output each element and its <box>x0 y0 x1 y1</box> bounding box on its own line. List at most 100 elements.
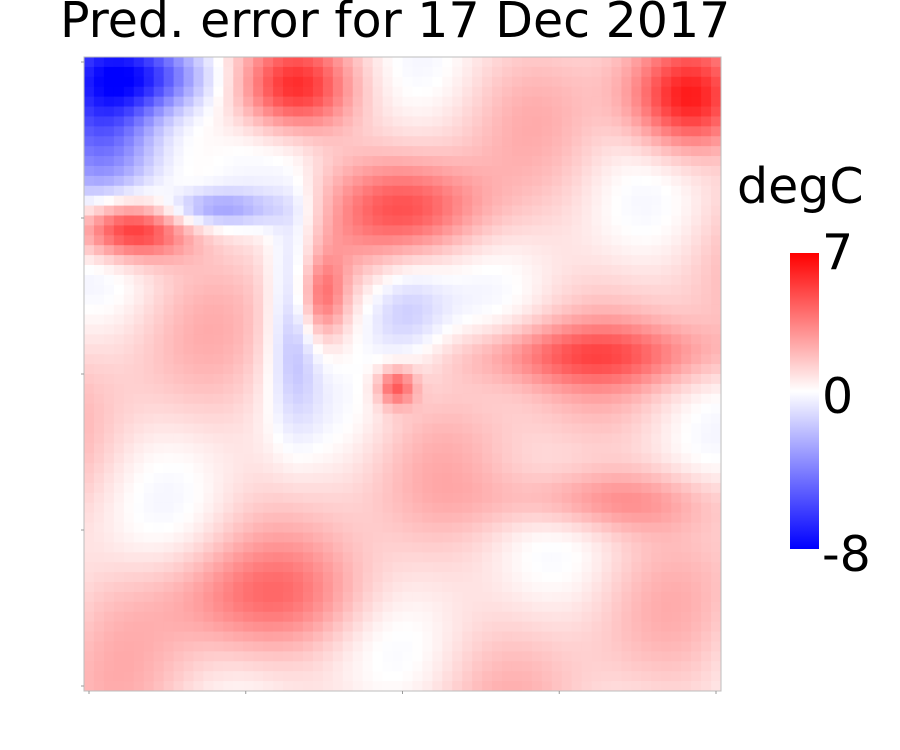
heatmap-cell <box>84 165 95 177</box>
heatmap-cell <box>273 542 284 553</box>
heatmap-cell <box>671 146 682 157</box>
heatmap-cell <box>193 453 204 464</box>
heatmap-cell <box>332 106 344 117</box>
heatmap-cell <box>123 473 135 484</box>
heatmap-cell <box>352 433 364 444</box>
heatmap-cell <box>113 195 125 207</box>
heatmap-cell <box>133 473 145 484</box>
heatmap-cell <box>701 314 712 325</box>
heatmap-cell <box>541 552 553 563</box>
heatmap-cell <box>362 473 374 484</box>
heatmap-cell <box>223 413 234 425</box>
heatmap-cell <box>173 215 185 226</box>
heatmap-cell <box>243 681 254 692</box>
heatmap-cell <box>671 443 682 454</box>
heatmap-cell <box>691 393 702 405</box>
heatmap-cell <box>631 76 642 88</box>
heatmap-cell <box>661 433 672 444</box>
heatmap-cell <box>611 631 622 642</box>
heatmap-cell <box>84 156 95 167</box>
heatmap-cell <box>293 116 304 127</box>
heatmap-cell <box>711 611 722 623</box>
heatmap-cell <box>213 383 224 395</box>
heatmap-cell <box>392 473 403 484</box>
heatmap-cell <box>123 126 135 137</box>
heatmap-cell <box>153 621 165 633</box>
heatmap-cell <box>452 562 463 573</box>
heatmap-cell <box>163 542 175 553</box>
heatmap-cell <box>591 175 603 187</box>
heatmap-cell <box>392 156 403 167</box>
heatmap-cell <box>561 492 573 504</box>
heatmap-cell <box>511 185 523 197</box>
heatmap-cell <box>422 512 433 524</box>
heatmap-cell <box>581 611 593 623</box>
heatmap-cell <box>103 374 115 385</box>
heatmap-cell <box>601 562 613 573</box>
heatmap-cell <box>173 512 185 524</box>
heatmap-cell <box>482 284 493 296</box>
heatmap-cell <box>243 255 254 266</box>
heatmap-cell <box>362 532 374 543</box>
heatmap-cell <box>312 601 324 613</box>
heatmap-cell <box>511 601 523 613</box>
heatmap-cell <box>392 185 403 197</box>
heatmap-cell <box>521 681 533 692</box>
heatmap-cell <box>213 116 224 127</box>
heatmap-cell <box>263 255 274 266</box>
heatmap-cell <box>153 265 165 276</box>
heatmap-cell <box>293 126 304 137</box>
heatmap-cell <box>492 344 503 355</box>
heatmap-cell <box>482 423 493 434</box>
heatmap-cell <box>651 86 662 98</box>
heatmap-cell <box>541 96 553 108</box>
heatmap-cell <box>123 512 135 524</box>
heatmap-cell <box>551 354 563 365</box>
heatmap-cell <box>302 274 314 286</box>
heatmap-cell <box>392 463 403 474</box>
heatmap-cell <box>392 66 403 78</box>
heatmap-cell <box>482 631 493 642</box>
heatmap-cell <box>133 334 145 345</box>
heatmap-cell <box>163 453 175 464</box>
heatmap-cell <box>103 364 115 375</box>
heatmap-cell <box>153 601 165 613</box>
heatmap-cell <box>561 116 573 127</box>
heatmap-cell <box>103 641 115 652</box>
heatmap-cell <box>113 156 125 167</box>
heatmap-cell <box>422 96 433 108</box>
heatmap-cell <box>213 621 224 633</box>
heatmap-cell <box>452 374 463 385</box>
heatmap-cell <box>113 96 125 108</box>
heatmap-cell <box>223 86 234 98</box>
heatmap-cell <box>661 482 672 494</box>
heatmap-cell <box>93 423 105 434</box>
heatmap-cell <box>571 156 583 167</box>
heatmap-cell <box>93 205 105 216</box>
heatmap-cell <box>372 146 384 157</box>
heatmap-cell <box>531 86 543 98</box>
heatmap-cell <box>93 492 105 504</box>
heatmap-cell <box>551 621 563 633</box>
heatmap-cell <box>352 591 364 603</box>
heatmap-cell <box>283 453 294 464</box>
heatmap-cell <box>412 671 423 682</box>
heatmap-cell <box>113 205 125 216</box>
heatmap-cell <box>561 175 573 187</box>
heatmap-cell <box>163 265 175 276</box>
heatmap-cell <box>641 433 652 444</box>
heatmap-cell <box>362 106 374 117</box>
heatmap-cell <box>511 245 523 256</box>
heatmap-cell <box>183 601 194 613</box>
heatmap-cell <box>691 552 702 563</box>
heatmap-cell <box>103 96 115 108</box>
heatmap-cell <box>273 354 284 365</box>
heatmap-cell <box>502 621 513 633</box>
heatmap-cell <box>322 413 334 425</box>
heatmap-cell <box>312 393 324 405</box>
heatmap-cell <box>233 611 244 623</box>
heatmap-cell <box>492 76 503 88</box>
heatmap-cell <box>581 265 593 276</box>
heatmap-cell <box>402 681 413 692</box>
heatmap-cell <box>651 245 662 256</box>
